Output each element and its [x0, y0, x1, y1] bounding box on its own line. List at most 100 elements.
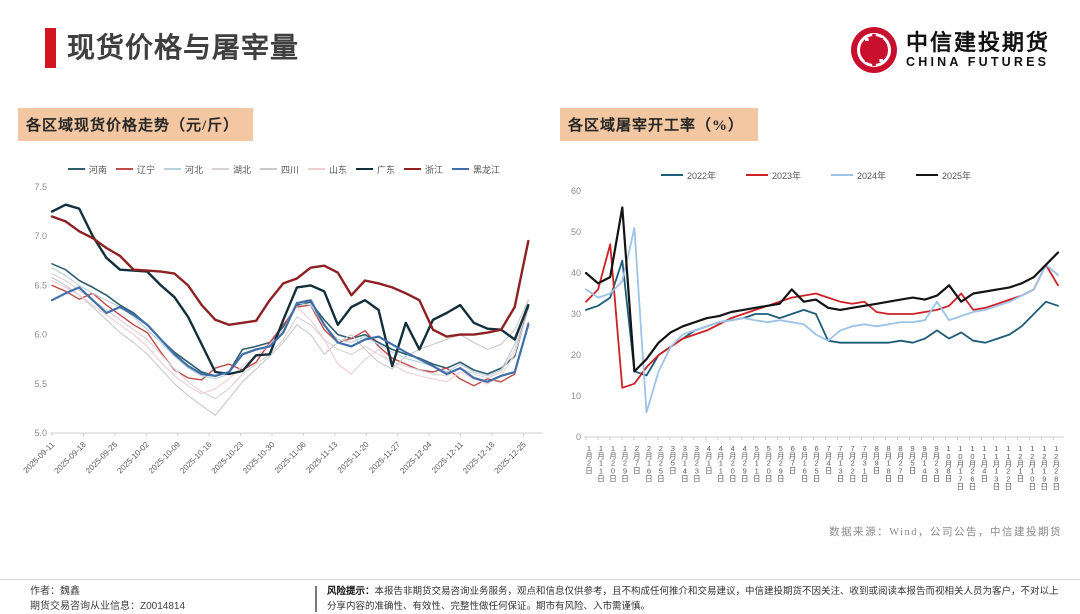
svg-text:6月16日: 6月16日 — [800, 444, 809, 483]
svg-text:0: 0 — [576, 432, 581, 442]
legend-label: 浙江 — [425, 163, 443, 176]
legend-swatch — [404, 168, 421, 170]
legend-swatch — [452, 168, 469, 170]
legend-label: 黑龙江 — [473, 163, 500, 176]
legend-swatch — [831, 174, 853, 177]
svg-text:8月27日: 8月27日 — [896, 444, 905, 483]
svg-text:2025-10-30: 2025-10-30 — [241, 440, 277, 476]
legend-label: 广东 — [377, 163, 395, 176]
legend-swatch — [746, 174, 768, 177]
svg-text:9月5日: 9月5日 — [908, 444, 917, 475]
svg-text:2025-10-02: 2025-10-02 — [115, 440, 151, 476]
svg-text:3月5日: 3月5日 — [668, 444, 677, 475]
price-chart-title: 各区域现货价格走势（元/斤） — [18, 108, 253, 141]
legend-swatch — [308, 168, 325, 170]
data-source-note: 数据来源：Wind，公司公告，中信建投期货 — [829, 524, 1062, 539]
legend-label: 2024年 — [857, 169, 886, 182]
svg-text:12月28日: 12月28日 — [1052, 444, 1061, 491]
svg-text:2025-11-27: 2025-11-27 — [367, 440, 402, 475]
license-line: 期货交易咨询从业信息：Z0014814 — [30, 600, 315, 614]
legend-item: 2024年 — [831, 169, 886, 182]
legend-swatch — [68, 168, 85, 170]
svg-text:5月11日: 5月11日 — [752, 444, 761, 483]
svg-text:2025-11-06: 2025-11-06 — [273, 440, 308, 475]
svg-text:7.0: 7.0 — [34, 231, 47, 241]
company-logo: 中信建投期货 CHINA FUTURES — [850, 26, 1050, 74]
svg-text:6月25日: 6月25日 — [812, 444, 821, 483]
svg-text:2月25日: 2月25日 — [656, 444, 665, 483]
rate-chart-title: 各区域屠宰开工率（%） — [560, 108, 758, 141]
legend-item: 山东 — [308, 163, 347, 176]
legend-swatch — [164, 168, 181, 170]
company-logo-icon — [850, 26, 898, 74]
legend-label: 河北 — [185, 163, 203, 176]
svg-text:2025-10-09: 2025-10-09 — [147, 440, 183, 476]
svg-text:3月14日: 3月14日 — [680, 444, 689, 483]
legend-item: 辽宁 — [116, 163, 155, 176]
legend-swatch — [356, 168, 373, 170]
svg-text:9月14日: 9月14日 — [920, 444, 929, 483]
svg-text:2025-10-16: 2025-10-16 — [178, 440, 214, 476]
legend-item: 2025年 — [916, 169, 971, 182]
price-chart-panel: 各区域现货价格走势（元/斤） 河南辽宁 河北 湖北 四川 山东 广东 浙江 黑龙江 7.5 7.… — [18, 108, 550, 493]
svg-text:2月7日: 2月7日 — [632, 444, 641, 475]
svg-text:10月17日: 10月17日 — [956, 444, 965, 491]
svg-text:2025-11-13: 2025-11-13 — [304, 440, 339, 475]
legend-item: 浙江 — [404, 163, 443, 176]
legend-label: 2022年 — [687, 169, 716, 182]
svg-text:2025-11-20: 2025-11-20 — [336, 440, 371, 475]
svg-text:9月23日: 9月23日 — [932, 444, 941, 483]
legend-item: 湖北 — [212, 163, 251, 176]
legend-label: 2025年 — [942, 169, 971, 182]
price-chart: 7.57.06.56.05.55.02025-09-112025-09-1820… — [18, 179, 546, 493]
author-block: 作者：魏鑫 期货交易咨询从业信息：Z0014814 — [0, 585, 315, 614]
svg-text:7月31日: 7月31日 — [860, 444, 869, 483]
legend-item: 四川 — [260, 163, 299, 176]
svg-text:4月11日: 4月11日 — [716, 444, 725, 483]
page-title: 现货价格与屠宰量 — [67, 26, 299, 66]
svg-text:8月9日: 8月9日 — [872, 444, 881, 475]
svg-text:4月29日: 4月29日 — [740, 444, 749, 483]
svg-text:7月13日: 7月13日 — [836, 444, 845, 483]
company-logo-text: 中信建投期货 CHINA FUTURES — [906, 31, 1050, 69]
svg-text:10月8日: 10月8日 — [944, 444, 953, 483]
legend-label: 四川 — [281, 163, 299, 176]
legend-swatch — [916, 174, 938, 177]
svg-text:11月4日: 11月4日 — [980, 444, 989, 483]
svg-text:2025-09-11: 2025-09-11 — [22, 440, 57, 475]
company-name-en: CHINA FUTURES — [906, 56, 1050, 69]
svg-text:4月1日: 4月1日 — [704, 444, 713, 475]
risk-label: 风险提示： — [327, 586, 375, 597]
svg-text:5月20日: 5月20日 — [764, 444, 773, 483]
legend-item: 河南 — [68, 163, 107, 176]
svg-text:1月20日: 1月20日 — [608, 444, 617, 483]
svg-text:7月4日: 7月4日 — [824, 444, 833, 475]
svg-text:40: 40 — [571, 268, 581, 278]
header: 现货价格与屠宰量 中信建投期货 CHINA FUTURES — [45, 26, 1060, 86]
author-line: 作者：魏鑫 — [30, 585, 315, 600]
svg-text:5.0: 5.0 — [34, 428, 47, 438]
risk-disclaimer: 风险提示：本报告非期货交易咨询业务服务，观点和信息仅供参考，且不构成任何推介和交… — [317, 585, 1080, 614]
svg-text:1月29日: 1月29日 — [620, 444, 629, 483]
svg-text:30: 30 — [571, 309, 581, 319]
legend-label: 湖北 — [233, 163, 251, 176]
svg-text:2025-12-18: 2025-12-18 — [461, 440, 497, 476]
svg-text:4月20日: 4月20日 — [728, 444, 737, 483]
svg-text:2月16日: 2月16日 — [644, 444, 653, 483]
svg-text:6月7日: 6月7日 — [788, 444, 797, 475]
svg-text:6.0: 6.0 — [34, 330, 47, 340]
svg-text:7月22日: 7月22日 — [848, 444, 857, 483]
svg-text:12月19日: 12月19日 — [1040, 444, 1049, 491]
svg-text:7.5: 7.5 — [34, 182, 47, 192]
footer: 作者：魏鑫 期货交易咨询从业信息：Z0014814 风险提示：本报告非期货交易咨… — [0, 579, 1080, 608]
svg-text:8月18日: 8月18日 — [884, 444, 893, 483]
legend-swatch — [212, 168, 229, 170]
legend-label: 山东 — [329, 163, 347, 176]
svg-text:3月23日: 3月23日 — [692, 444, 701, 483]
svg-text:1月2日: 1月2日 — [585, 444, 594, 475]
svg-text:50: 50 — [571, 227, 581, 237]
svg-text:2025-12-04: 2025-12-04 — [398, 440, 434, 476]
